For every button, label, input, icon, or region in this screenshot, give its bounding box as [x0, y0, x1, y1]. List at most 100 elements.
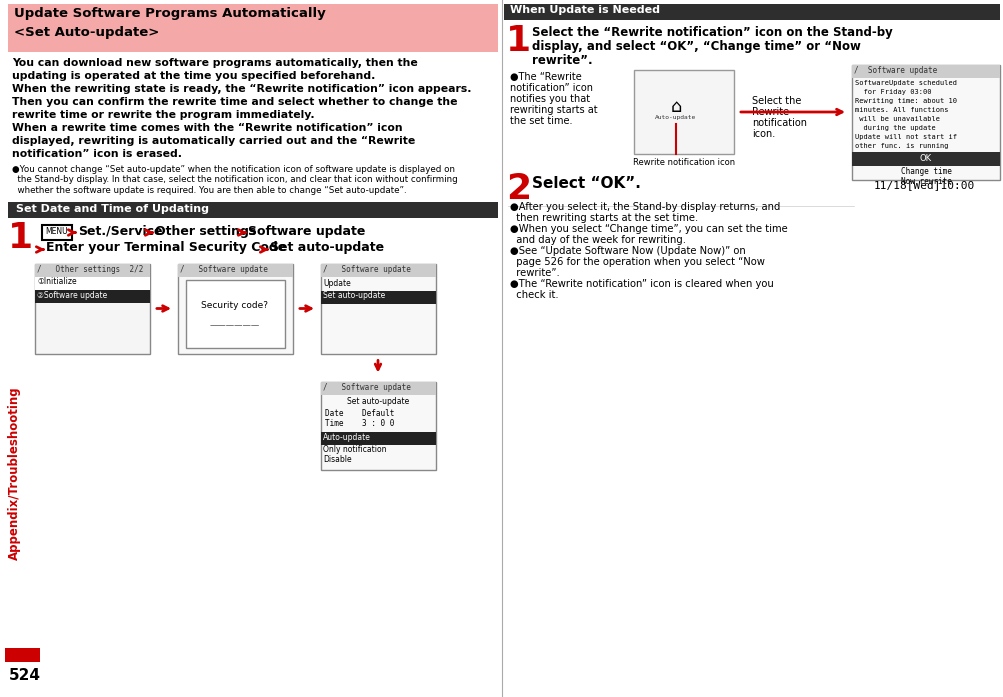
Bar: [852, 65, 999, 180]
Text: OK: OK: [919, 154, 931, 163]
Text: When Update is Needed: When Update is Needed: [510, 5, 659, 15]
Text: ——————: ——————: [210, 321, 260, 330]
Bar: [42, 224, 72, 240]
Bar: [633, 70, 733, 154]
Text: Auto-update: Auto-update: [323, 433, 370, 441]
Text: notification: notification: [751, 118, 806, 128]
Text: Security code?: Security code?: [202, 302, 268, 310]
Text: ●The “Rewrite notification” icon is cleared when you: ●The “Rewrite notification” icon is clea…: [510, 279, 773, 289]
Bar: [321, 381, 435, 395]
Text: notification” icon: notification” icon: [510, 83, 593, 93]
Text: Then you can confirm the rewrite time and select whether to change the: Then you can confirm the rewrite time an…: [12, 97, 457, 107]
Text: notifies you that: notifies you that: [510, 94, 590, 104]
Text: check it.: check it.: [510, 290, 558, 300]
Text: Other settings: Other settings: [154, 224, 256, 238]
Bar: [5, 648, 40, 662]
Text: the set time.: the set time.: [510, 116, 572, 126]
Text: 524: 524: [9, 668, 41, 683]
Bar: [321, 381, 435, 470]
Text: Date    Default: Date Default: [325, 410, 394, 418]
Text: 1: 1: [8, 222, 33, 256]
Bar: [321, 263, 435, 353]
Text: Software update: Software update: [248, 224, 365, 238]
Text: ●The “Rewrite: ●The “Rewrite: [510, 72, 581, 82]
Text: Auto-update: Auto-update: [655, 115, 696, 120]
Text: the Stand-by display. In that case, select the notification icon, and clear that: the Stand-by display. In that case, sele…: [12, 176, 457, 185]
Text: Time    3 : 0 0: Time 3 : 0 0: [325, 420, 394, 429]
Text: Only notification: Only notification: [323, 445, 386, 454]
Bar: [35, 263, 149, 353]
Bar: [321, 263, 435, 277]
Text: /   Software update: / Software update: [323, 383, 410, 392]
Text: MENU: MENU: [46, 227, 68, 236]
Text: rewrite”.: rewrite”.: [510, 268, 560, 278]
Text: Set auto-update: Set auto-update: [323, 291, 385, 300]
Text: Rewrite notification icon: Rewrite notification icon: [632, 158, 734, 167]
Text: /   Other settings  2/2: / Other settings 2/2: [37, 264, 143, 273]
Bar: [8, 201, 497, 217]
Text: Enter your Terminal Security Code: Enter your Terminal Security Code: [46, 241, 286, 254]
Bar: [178, 263, 293, 353]
Text: other func. is running: other func. is running: [855, 143, 948, 149]
Text: Set Date and Time of Updating: Set Date and Time of Updating: [16, 204, 209, 213]
Text: Set auto-update: Set auto-update: [270, 241, 384, 254]
Text: displayed, rewriting is automatically carried out and the “Rewrite: displayed, rewriting is automatically ca…: [12, 136, 415, 146]
Text: /   Software update: / Software update: [180, 264, 268, 273]
Text: display, and select “OK”, “Change time” or “Now: display, and select “OK”, “Change time” …: [532, 40, 860, 53]
Text: will be unavailable: will be unavailable: [855, 116, 939, 122]
Text: ⌂: ⌂: [670, 98, 681, 116]
Bar: [8, 4, 497, 52]
Text: rewrite time or rewrite the program immediately.: rewrite time or rewrite the program imme…: [12, 110, 314, 120]
Text: icon.: icon.: [751, 129, 774, 139]
Bar: [852, 152, 999, 166]
Text: ②Software update: ②Software update: [37, 291, 107, 300]
Bar: [178, 263, 293, 277]
Text: Rewrite: Rewrite: [751, 107, 788, 117]
Text: When the rewriting state is ready, the “Rewrite notification” icon appears.: When the rewriting state is ready, the “…: [12, 84, 471, 94]
Text: notification” icon is erased.: notification” icon is erased.: [12, 149, 182, 159]
Text: SoftwareUpdate scheduled: SoftwareUpdate scheduled: [855, 80, 956, 86]
Text: /  Software update: / Software update: [854, 66, 937, 75]
Text: page 526 for the operation when you select “Now: page 526 for the operation when you sele…: [510, 257, 764, 267]
Text: Select the: Select the: [751, 96, 800, 106]
Text: Appendix/Troubleshooting: Appendix/Troubleshooting: [7, 386, 20, 560]
Text: then rewriting starts at the set time.: then rewriting starts at the set time.: [510, 213, 697, 223]
Text: Now rewrite: Now rewrite: [900, 177, 951, 186]
Text: /   Software update: / Software update: [323, 264, 410, 273]
Text: ●See “Update Software Now (Update Now)” on: ●See “Update Software Now (Update Now)” …: [510, 246, 745, 256]
Text: Select the “Rewrite notification” icon on the Stand-by: Select the “Rewrite notification” icon o…: [532, 26, 892, 39]
Text: ●When you select “Change time”, you can set the time: ●When you select “Change time”, you can …: [510, 224, 787, 234]
Bar: [35, 263, 149, 277]
Bar: [504, 4, 999, 20]
Text: Set auto-update: Set auto-update: [346, 397, 408, 406]
Text: Disable: Disable: [323, 456, 351, 464]
Text: When a rewrite time comes with the “Rewrite notification” icon: When a rewrite time comes with the “Rewr…: [12, 123, 402, 133]
Text: rewriting starts at: rewriting starts at: [510, 105, 597, 115]
Text: Select “OK”.: Select “OK”.: [532, 176, 640, 191]
Bar: [35, 277, 149, 289]
Bar: [321, 431, 435, 445]
Text: Rewriting time: about 10: Rewriting time: about 10: [855, 98, 956, 104]
Text: 2: 2: [506, 172, 531, 206]
Text: and day of the week for rewriting.: and day of the week for rewriting.: [510, 235, 685, 245]
Text: Update Software Programs Automatically: Update Software Programs Automatically: [14, 7, 325, 20]
Bar: [35, 289, 149, 302]
Text: for Friday 03:00: for Friday 03:00: [855, 89, 931, 95]
Bar: [321, 291, 435, 303]
Text: Update will not start if: Update will not start if: [855, 134, 956, 140]
Text: Set./Service: Set./Service: [78, 224, 162, 238]
Text: <Set Auto-update>: <Set Auto-update>: [14, 26, 159, 39]
Text: whether the software update is required. You are then able to change “Set auto-u: whether the software update is required.…: [12, 186, 406, 195]
Text: during the update: during the update: [855, 125, 935, 131]
Bar: [852, 65, 999, 78]
Text: updating is operated at the time you specified beforehand.: updating is operated at the time you spe…: [12, 71, 375, 81]
Text: ①Initialize: ①Initialize: [37, 277, 76, 286]
Text: rewrite”.: rewrite”.: [532, 54, 592, 67]
Bar: [186, 279, 285, 348]
Text: Change time: Change time: [900, 167, 951, 176]
Text: ●You cannot change “Set auto-update” when the notification icon of software upda: ●You cannot change “Set auto-update” whe…: [12, 165, 454, 174]
Text: Update: Update: [323, 279, 350, 287]
Text: 11/18[Wed]10:00: 11/18[Wed]10:00: [874, 180, 974, 190]
Text: You can download new software programs automatically, then the: You can download new software programs a…: [12, 58, 417, 68]
Text: ●After you select it, the Stand-by display returns, and: ●After you select it, the Stand-by displ…: [510, 202, 779, 212]
